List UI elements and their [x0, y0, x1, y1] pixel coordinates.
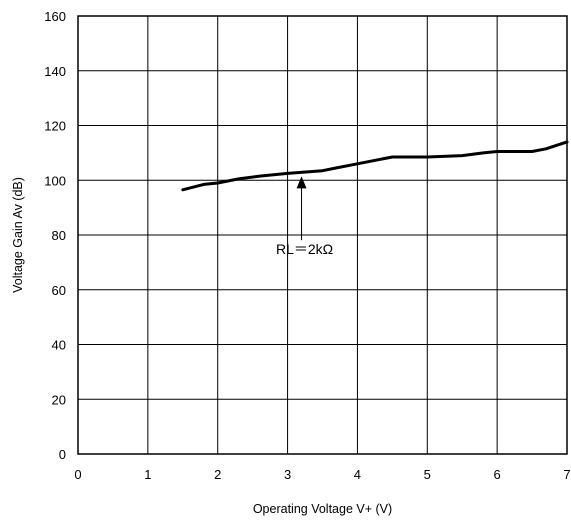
y-tick-label: 100 [44, 173, 66, 188]
x-tick-label: 2 [214, 467, 221, 482]
x-tick-label: 7 [563, 467, 570, 482]
x-tick-labels: 0 1 2 3 4 5 6 7 [74, 467, 570, 482]
y-tick-label: 0 [59, 447, 66, 462]
x-tick-label: 6 [494, 467, 501, 482]
series-line [181, 140, 569, 192]
y-tick-label: 20 [52, 392, 66, 407]
x-axis-title: Operating Voltage V+ (V) [253, 502, 392, 516]
annotations: RL＝2kΩ [276, 176, 333, 257]
y-tick-label: 40 [52, 338, 66, 353]
plot-frame [77, 15, 568, 455]
y-tick-label: 120 [44, 119, 66, 134]
y-tick-label: 80 [52, 228, 66, 243]
y-axis-title: Voltage Gain Av (dB) [11, 177, 25, 293]
grid [78, 16, 567, 454]
x-tick-label: 0 [74, 467, 81, 482]
y-tick-label: 160 [44, 9, 66, 24]
x-tick-label: 5 [424, 467, 431, 482]
x-tick-label: 1 [144, 467, 151, 482]
annotation-arrow-head [296, 176, 307, 189]
annotation-label: RL＝2kΩ [276, 241, 333, 257]
x-tick-label: 4 [354, 467, 361, 482]
y-tick-label: 60 [52, 283, 66, 298]
y-tick-label: 140 [44, 64, 66, 79]
y-tick-labels: 0 20 40 60 80 100 120 140 160 [44, 9, 66, 462]
x-tick-label: 3 [284, 467, 291, 482]
